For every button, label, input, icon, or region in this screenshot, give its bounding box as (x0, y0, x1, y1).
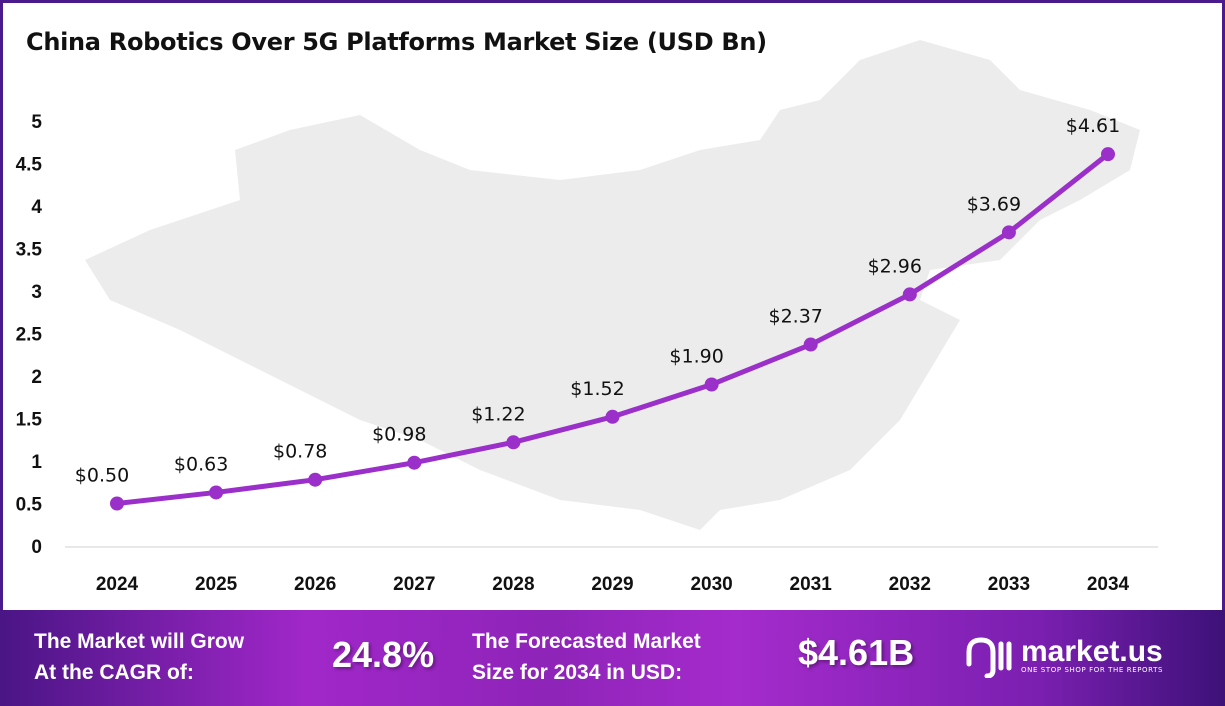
data-point (902, 287, 917, 302)
x-tick-label: 2026 (294, 574, 336, 595)
data-label: $3.69 (967, 193, 1021, 215)
y-tick-label: 5 (31, 112, 42, 133)
x-tick-label: 2032 (889, 574, 931, 595)
data-point (308, 472, 323, 487)
data-point (1101, 147, 1115, 162)
y-tick-label: 2 (31, 367, 42, 388)
data-label: $1.52 (570, 378, 624, 400)
x-tick-label: 2027 (393, 574, 435, 595)
market-us-logo-icon (966, 637, 1012, 678)
data-point (1001, 225, 1016, 240)
x-tick-label: 2031 (790, 574, 833, 595)
logo-name: market.us (1021, 635, 1163, 668)
forecast-label-line1: The Forecasted Market (472, 630, 701, 653)
y-tick-label: 0 (31, 537, 42, 558)
china-map-background (85, 40, 1140, 530)
cagr-label: The Market will Grow At the CAGR of: (34, 626, 244, 688)
x-tick-label: 2033 (988, 574, 1030, 595)
data-label: $0.78 (273, 441, 327, 463)
data-label: $0.98 (372, 424, 426, 446)
data-label: $2.96 (868, 255, 922, 277)
y-tick-label: 3.5 (16, 240, 43, 261)
x-tick-label: 2025 (195, 574, 238, 595)
data-label: $1.90 (669, 346, 723, 368)
market-us-logo: market.us ONE STOP SHOP FOR THE REPORTS (965, 634, 1163, 678)
summary-banner: The Market will Grow At the CAGR of: 24.… (0, 610, 1225, 706)
data-point (803, 337, 818, 352)
y-tick-label: 1 (31, 452, 42, 473)
data-point (110, 496, 124, 511)
data-point (704, 377, 719, 392)
y-tick-label: 4 (31, 197, 42, 218)
data-label: $0.63 (174, 453, 228, 475)
logo-tagline: ONE STOP SHOP FOR THE REPORTS (1021, 666, 1164, 674)
data-point (506, 435, 521, 450)
data-point (407, 455, 422, 470)
line-chart: 0 0.5 1 1.5 2 2.5 3 3.5 4 4.5 5 2024 2025 2026 2027 202… (16, 40, 1158, 595)
data-label: $2.37 (768, 306, 822, 328)
x-tick-label: 2034 (1087, 574, 1130, 595)
cagr-label-line1: The Market will Grow (34, 630, 245, 653)
y-tick-label: 2.5 (16, 325, 43, 346)
x-tick-label: 2030 (690, 574, 732, 595)
data-label: $0.50 (75, 465, 129, 487)
forecast-label-line2: Size for 2034 in USD: (472, 661, 683, 684)
cagr-label-line2: At the CAGR of: (34, 661, 194, 684)
data-label: $1.22 (471, 403, 525, 425)
cagr-value: 24.8% (332, 634, 435, 675)
data-label: $4.61 (1066, 115, 1120, 137)
y-tick-label: 4.5 (16, 155, 43, 176)
x-tick-label: 2028 (492, 574, 534, 595)
y-tick-label: 1.5 (16, 410, 43, 431)
chart-title: China Robotics Over 5G Platforms Market … (26, 28, 767, 56)
y-tick-label: 3 (31, 282, 42, 303)
x-tick-label: 2024 (96, 574, 139, 595)
data-point (209, 485, 224, 500)
data-point (605, 409, 620, 424)
forecast-label: The Forecasted Market Size for 2034 in U… (472, 626, 701, 688)
y-tick-label: 0.5 (16, 495, 43, 516)
forecast-value: $4.61B (798, 632, 915, 673)
x-tick-label: 2029 (591, 574, 633, 595)
